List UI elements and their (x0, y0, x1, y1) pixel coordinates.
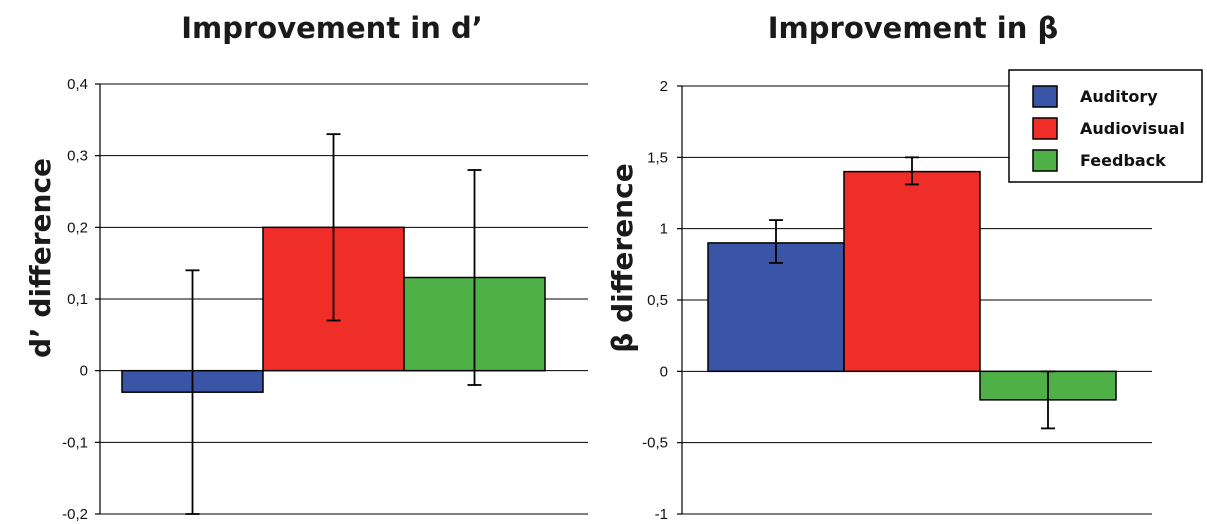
beta-y-tick-label: 1 (660, 221, 668, 238)
d-prime-y-tick-label: 0,2 (67, 219, 88, 236)
d-prime-y-ticks: -0,2 -0,1 0 0,1 0,2 0,3 0,4 (62, 76, 88, 523)
d-prime-error-bar-feedback (467, 169, 482, 386)
d-prime-y-tick-label: 0,4 (67, 76, 88, 93)
beta-y-tick-label: -1 (655, 506, 668, 523)
beta-y-tick-label: 2 (660, 78, 668, 95)
legend: Auditory Audiovisual Feedback (1008, 69, 1203, 183)
beta-error-bar-audiovisual (905, 156, 919, 186)
legend-swatch-audiovisual (1032, 117, 1058, 140)
beta-error-bar-auditory (769, 219, 783, 264)
legend-label-auditory: Auditory (1080, 87, 1158, 106)
legend-swatch-auditory (1032, 85, 1058, 108)
d-prime-error-bars (185, 133, 482, 515)
d-prime-chart: Improvement in d’ d’ difference -0,2 -0,1… (24, 11, 588, 523)
beta-y-tick-label: 1,5 (647, 149, 668, 166)
beta-bar-audiovisual (843, 170, 981, 373)
legend-label-audiovisual: Audiovisual (1080, 119, 1185, 138)
beta-chart: Improvement in β β difference -1 -0,5 0 0,5… (606, 11, 1152, 523)
beta-chart-title: Improvement in β (768, 11, 1059, 45)
d-prime-y-tick-label: -0,2 (62, 506, 88, 523)
d-prime-error-bar-auditory (185, 269, 200, 515)
d-prime-error-bar-audiovisual (326, 133, 341, 322)
beta-y-ticks: -1 -0,5 0 0,5 1 1,5 2 (642, 78, 668, 523)
beta-error-bars (769, 156, 1055, 430)
beta-y-tick-label: -0,5 (642, 435, 668, 452)
beta-y-tick-label: 0 (660, 363, 668, 380)
d-prime-y-tick-label: 0 (80, 363, 88, 380)
d-prime-y-tick-label: 0,3 (67, 148, 88, 165)
legend-swatch-feedback (1032, 149, 1058, 172)
beta-error-bar-feedback (1041, 370, 1055, 430)
d-prime-chart-title: Improvement in d’ (181, 11, 483, 45)
d-prime-y-axis-label: d’ difference (24, 158, 57, 358)
beta-y-tick-label: 0,5 (647, 292, 668, 309)
legend-label-feedback: Feedback (1080, 151, 1166, 170)
beta-bars (707, 170, 1117, 401)
d-prime-y-tick-label: -0,1 (62, 434, 88, 451)
d-prime-y-tick-label: 0,1 (67, 291, 88, 308)
beta-y-axis-label: β difference (606, 163, 639, 352)
